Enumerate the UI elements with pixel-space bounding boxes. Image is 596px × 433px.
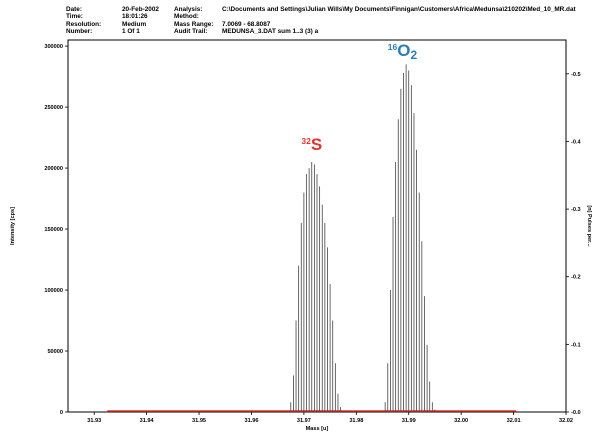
x-tick-label: 32.00 xyxy=(454,418,468,424)
date-key: Date: xyxy=(66,6,82,13)
y-tick-label: 50000 xyxy=(47,349,63,355)
date-value: 20-Feb-2002 xyxy=(122,6,159,13)
number-value: 1 Of 1 xyxy=(122,28,140,36)
audit-trail-key: Audit Trail: xyxy=(174,28,208,36)
x-tick-label: 31.98 xyxy=(349,418,363,424)
y-axis-label: Intensity [cps] xyxy=(10,207,16,245)
mass-range-key: Mass Range: xyxy=(174,20,214,28)
y2-tick-label: -0.5 xyxy=(571,72,581,78)
x-tick-label: 31.96 xyxy=(244,418,258,424)
x-tick-label: 31.94 xyxy=(140,418,155,424)
oxygen-label: 16O2 xyxy=(388,41,418,62)
oxygen-label-symbol: O xyxy=(397,41,410,60)
y-tick-label: 300000 xyxy=(44,44,63,50)
x-tick-label: 31.93 xyxy=(87,418,101,424)
header-row-resolution: Resolution: Medium Mass Range: 7.0069 - … xyxy=(66,21,576,28)
y-tick-label: 250000 xyxy=(44,105,63,111)
y-tick-label: 0 xyxy=(60,410,63,416)
y-tick-label: 100000 xyxy=(44,288,63,294)
resolution-value: Medium xyxy=(122,20,147,28)
analysis-value: C:\Documents and Settings\Julian Wills\M… xyxy=(222,6,576,13)
header-row-number: Number: 1 Of 1 Audit Trail: MEDUNSA_3.DA… xyxy=(66,28,576,35)
y2-tick-label: -0.3 xyxy=(571,207,581,213)
file-info-header: Date: 20-Feb-2002 Analysis: C:\Documents… xyxy=(66,6,576,36)
y-tick-label: 150000 xyxy=(44,227,63,233)
x-tick-label: 31.99 xyxy=(402,418,416,424)
number-key: Number: xyxy=(66,28,93,36)
x-tick-label: 31.97 xyxy=(297,418,311,424)
x-tick-label: 31.95 xyxy=(192,418,206,424)
audit-trail-value: MEDUNSA_3.DAT sum 1..3 (3) a xyxy=(222,28,319,36)
time-value: 18:01:26 xyxy=(122,13,148,21)
sulfur-label-superscript: 32 xyxy=(301,136,311,146)
header-row-date: Date: 20-Feb-2002 Analysis: C:\Documents… xyxy=(66,6,576,13)
y2-tick-label: -0.4 xyxy=(571,139,582,145)
sulfur-label: 32S xyxy=(301,135,322,154)
sulfur-label-symbol: S xyxy=(311,135,322,154)
y2-tick-label: -0.1 xyxy=(571,342,581,348)
resolution-key: Resolution: xyxy=(66,20,102,28)
plot-frame xyxy=(67,39,567,413)
x-axis-label: Mass [u] xyxy=(306,426,329,432)
x-tick-label: 32.02 xyxy=(559,418,573,424)
header-row-time: Time: 18:01:26 Method: xyxy=(66,13,576,20)
y2-tick-label: -0.2 xyxy=(571,275,581,281)
y2-axis-label: [n] Pulses per... xyxy=(586,205,592,247)
time-key: Time: xyxy=(66,13,83,21)
oxygen-label-subscript: 2 xyxy=(410,48,417,62)
x-tick-label: 32.01 xyxy=(507,418,521,424)
y-tick-label: 200000 xyxy=(44,166,63,172)
mass-range-value: 7.0069 - 68.8087 xyxy=(222,20,271,28)
method-key: Method: xyxy=(174,13,199,21)
oxygen-label-superscript: 16 xyxy=(388,42,398,52)
y2-tick-label: -0.0 xyxy=(571,410,581,416)
analysis-key: Analysis: xyxy=(174,6,203,13)
